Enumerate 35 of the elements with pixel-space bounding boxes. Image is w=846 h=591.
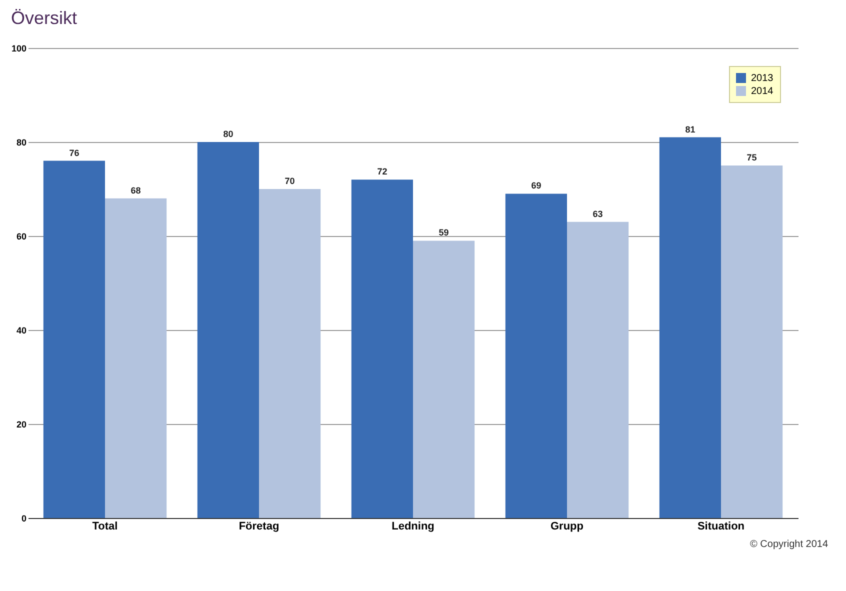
y-tick-label: 80	[16, 138, 26, 148]
data-label: 69	[531, 180, 542, 191]
y-tick-label: 60	[16, 232, 26, 242]
y-tick-label: 100	[11, 44, 26, 54]
bar	[43, 160, 105, 518]
y-tick-label: 40	[16, 326, 26, 336]
data-label: 63	[592, 208, 603, 219]
y-tick-label: 0	[21, 514, 26, 524]
bar	[413, 240, 475, 518]
data-label: 80	[223, 129, 234, 139]
chart-title: Översikt	[10, 8, 77, 28]
x-tick-label: Ledning	[392, 520, 434, 532]
bar	[259, 189, 321, 518]
bar	[105, 198, 167, 518]
bar	[505, 194, 567, 518]
data-label: 70	[284, 176, 295, 186]
text: © Copyright 2014	[750, 539, 828, 550]
x-tick-label: Företag	[238, 520, 280, 532]
legend-label: 2014	[751, 86, 774, 97]
data-label: 76	[69, 148, 80, 158]
x-tick-label: Situation	[697, 520, 745, 532]
bar	[567, 222, 629, 518]
bar	[721, 166, 783, 518]
legend-label: 2013	[751, 73, 774, 84]
data-label: 81	[685, 124, 696, 134]
data-label: 75	[746, 152, 757, 162]
data-label: 68	[130, 185, 141, 196]
bar	[351, 180, 413, 518]
data-label: 72	[377, 166, 388, 177]
x-tick-label: Grupp	[550, 520, 584, 532]
bar	[659, 137, 721, 518]
bar	[197, 142, 259, 518]
x-tick-label: Total	[92, 520, 118, 532]
y-tick-label: 20	[16, 420, 26, 430]
data-label: 59	[438, 228, 449, 238]
